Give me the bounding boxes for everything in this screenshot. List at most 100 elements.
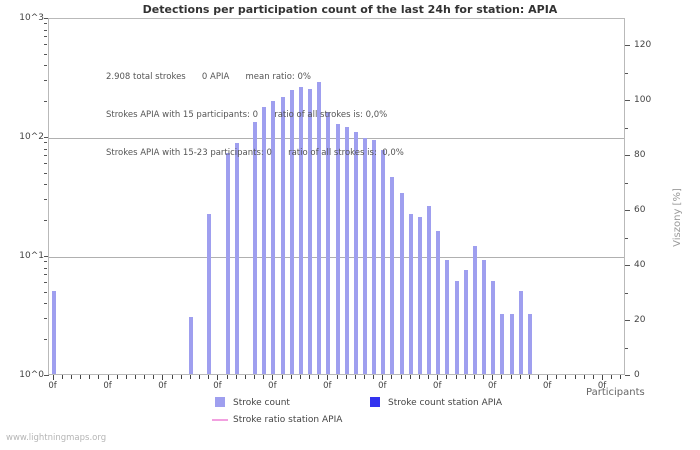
x-axis-tick bbox=[418, 375, 420, 379]
x-axis-tick bbox=[309, 375, 311, 379]
x-axis-tick-label: 0f bbox=[268, 381, 277, 391]
info-line-3: Strokes APIA with 15-23 participants: 0 … bbox=[106, 147, 404, 158]
chart-legend: Stroke count Stroke count station APIA Str… bbox=[0, 392, 700, 432]
y-axis-tick-label: 10^1 bbox=[19, 251, 44, 261]
bar bbox=[454, 281, 459, 374]
y-axis-right-tick bbox=[625, 320, 630, 322]
legend-swatch bbox=[215, 397, 225, 407]
y-axis-minor-tick bbox=[44, 291, 47, 293]
y-axis-tick bbox=[44, 375, 49, 376]
y-axis-minor-tick bbox=[44, 199, 47, 201]
x-axis-tick bbox=[602, 375, 604, 380]
bar bbox=[427, 205, 432, 374]
x-axis-tick bbox=[235, 375, 237, 379]
x-axis-tick-label: 0f bbox=[542, 381, 552, 391]
y-axis-minor-tick bbox=[44, 267, 47, 269]
bar bbox=[372, 140, 377, 374]
y-axis-right-tick-label: 120 bbox=[634, 40, 652, 51]
x-axis-tick bbox=[574, 375, 576, 379]
x-axis-tick bbox=[537, 375, 539, 379]
x-axis-tick bbox=[180, 375, 182, 379]
x-axis-tick-label: 0f bbox=[597, 381, 607, 391]
y-axis-minor-tick bbox=[44, 23, 47, 25]
y-axis-minor-tick bbox=[44, 148, 47, 150]
x-axis-tick bbox=[290, 375, 292, 379]
bar-series bbox=[49, 19, 624, 374]
bar bbox=[527, 313, 532, 374]
x-axis-tick bbox=[354, 375, 356, 379]
y-axis-minor-tick bbox=[44, 29, 47, 31]
bar bbox=[326, 111, 331, 374]
bar bbox=[482, 260, 487, 374]
y-axis-right-minor-tick bbox=[625, 347, 628, 349]
y-axis-minor-tick bbox=[44, 44, 47, 46]
bar bbox=[518, 290, 523, 374]
y-axis-minor-tick bbox=[44, 53, 47, 55]
legend-label: Stroke count bbox=[233, 398, 290, 408]
bar bbox=[188, 317, 193, 374]
x-axis-tick bbox=[336, 375, 338, 379]
y-axis-minor-tick bbox=[44, 155, 47, 157]
legend-swatch bbox=[370, 397, 380, 407]
y-axis-minor-tick bbox=[44, 172, 47, 174]
x-axis-tick-label: 0f bbox=[158, 381, 167, 391]
x-axis-tick-label: 0f bbox=[378, 381, 387, 391]
y-axis-tick-label: 10^2 bbox=[19, 132, 44, 142]
x-axis: 0f 0f 0f 0f 0f 0f 0f 0f 0f 0f 0f bbox=[48, 375, 625, 405]
x-axis-tick-label: 0f bbox=[213, 381, 222, 391]
y-axis-right-minor-tick bbox=[625, 292, 628, 294]
legend-line-marker bbox=[212, 419, 228, 421]
y-axis-tick-label: 10^3 bbox=[19, 13, 44, 23]
y-axis-right-tick-label: 100 bbox=[634, 95, 652, 106]
x-axis-tick bbox=[464, 375, 466, 379]
y-axis-right-tick bbox=[625, 155, 630, 157]
x-axis-tick bbox=[299, 375, 301, 379]
x-axis-tick-label: 0f bbox=[487, 381, 497, 391]
y-axis-minor-tick bbox=[44, 36, 47, 38]
y-axis-right-minor-tick bbox=[625, 182, 628, 184]
x-axis-tick bbox=[446, 375, 448, 379]
y-axis-minor-tick bbox=[44, 163, 47, 165]
x-axis-tick bbox=[226, 375, 228, 379]
x-axis-tick bbox=[437, 375, 439, 380]
x-axis-tick bbox=[483, 375, 485, 379]
x-axis-tick bbox=[144, 375, 146, 379]
bar bbox=[417, 216, 422, 374]
x-axis-tick bbox=[217, 375, 219, 380]
y-axis-left: 10^010^110^210^3 Count bbox=[0, 0, 49, 450]
x-axis-tick bbox=[547, 375, 549, 380]
bar bbox=[262, 107, 267, 374]
y-axis-right-tick-label: 40 bbox=[634, 260, 646, 271]
bar bbox=[445, 260, 450, 374]
bar bbox=[344, 126, 349, 374]
bar bbox=[280, 96, 285, 374]
x-axis-tick bbox=[391, 375, 393, 379]
y-axis-minor-tick bbox=[44, 339, 47, 341]
x-axis-tick bbox=[373, 375, 375, 379]
x-axis-tick bbox=[510, 375, 512, 379]
bar bbox=[225, 152, 230, 374]
y-axis-right-tick-label: 20 bbox=[634, 315, 646, 326]
y-axis-right-tick bbox=[625, 265, 630, 267]
x-axis-tick bbox=[153, 375, 155, 379]
chart-title: Detections per participation count of th… bbox=[142, 3, 558, 16]
x-axis-tick bbox=[428, 375, 430, 379]
y-axis-tick bbox=[44, 18, 49, 19]
y-axis-right-tick bbox=[625, 45, 630, 47]
bar bbox=[472, 245, 477, 374]
y-axis-right-tick bbox=[625, 210, 630, 212]
x-axis-tick bbox=[565, 375, 567, 379]
y-axis-minor-tick bbox=[44, 142, 47, 144]
bar bbox=[399, 193, 404, 374]
x-axis-tick bbox=[455, 375, 457, 379]
y-axis-right: 0 20 40 60 80 100 120 bbox=[625, 0, 700, 450]
x-axis-tick bbox=[89, 375, 91, 379]
x-axis-tick bbox=[199, 375, 201, 379]
bar bbox=[253, 122, 258, 374]
x-axis-tick bbox=[171, 375, 173, 379]
x-axis-tick bbox=[162, 375, 164, 380]
x-axis-tick-label: 0f bbox=[323, 381, 332, 391]
x-axis-tick bbox=[345, 375, 347, 379]
bar bbox=[353, 132, 358, 374]
